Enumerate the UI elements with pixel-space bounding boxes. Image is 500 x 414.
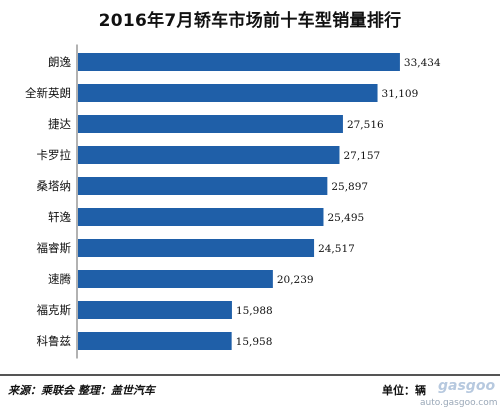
bar-8 — [78, 270, 273, 288]
watermark-logo: gasgoo — [438, 378, 496, 394]
bar-10 — [78, 332, 232, 350]
category-label-9: 福克斯 — [37, 303, 72, 317]
category-label-10: 科鲁兹 — [37, 334, 72, 348]
bar-chart: 朗逸 33,434 全新英朗 31,109 捷达 27,516 卡罗拉 27,157 桑塔纳 25… — [25, 44, 441, 359]
value-label-4: 27,157 — [343, 150, 380, 162]
category-label-2: 全新英朗 — [25, 86, 71, 100]
chart-title: 2016年7月轿车市场前十车型销量排行 — [98, 11, 402, 31]
value-label-9: 15,988 — [236, 305, 273, 317]
value-label-3: 27,516 — [347, 119, 384, 131]
bar-6 — [78, 208, 324, 226]
value-label-7: 24,517 — [318, 243, 355, 255]
category-label-7: 福睿斯 — [37, 241, 72, 255]
value-label-1: 33,434 — [404, 57, 441, 69]
bars-group: 朗逸 33,434 全新英朗 31,109 捷达 27,516 卡罗拉 27,157 桑塔纳 25… — [25, 53, 441, 350]
chart-footer: 来源：乘联会 整理：盖世汽车 单位：辆 gasgoo auto.gasgoo.c… — [0, 374, 500, 414]
bar-7 — [78, 239, 315, 257]
category-label-8: 速腾 — [48, 272, 71, 286]
value-label-8: 20,239 — [277, 274, 314, 286]
value-label-2: 31,109 — [382, 88, 419, 100]
bar-2 — [78, 84, 378, 102]
bar-5 — [78, 177, 328, 195]
bar-9 — [78, 301, 232, 319]
source-note: 来源：乘联会 整理：盖世汽车 — [8, 384, 155, 397]
value-label-10: 15,958 — [236, 336, 273, 348]
value-label-6: 25,495 — [327, 212, 364, 224]
category-label-4: 卡罗拉 — [37, 148, 72, 162]
category-label-3: 捷达 — [48, 117, 71, 131]
watermark-url: auto.gasgoo.com — [420, 398, 498, 408]
bar-3 — [78, 115, 343, 133]
unit-note: 单位：辆 — [382, 384, 426, 397]
category-label-1: 朗逸 — [48, 55, 71, 69]
value-label-5: 25,897 — [331, 181, 368, 193]
bar-4 — [78, 146, 340, 164]
category-label-6: 轩逸 — [48, 210, 71, 224]
category-label-5: 桑塔纳 — [37, 179, 72, 193]
bar-1 — [78, 53, 400, 71]
